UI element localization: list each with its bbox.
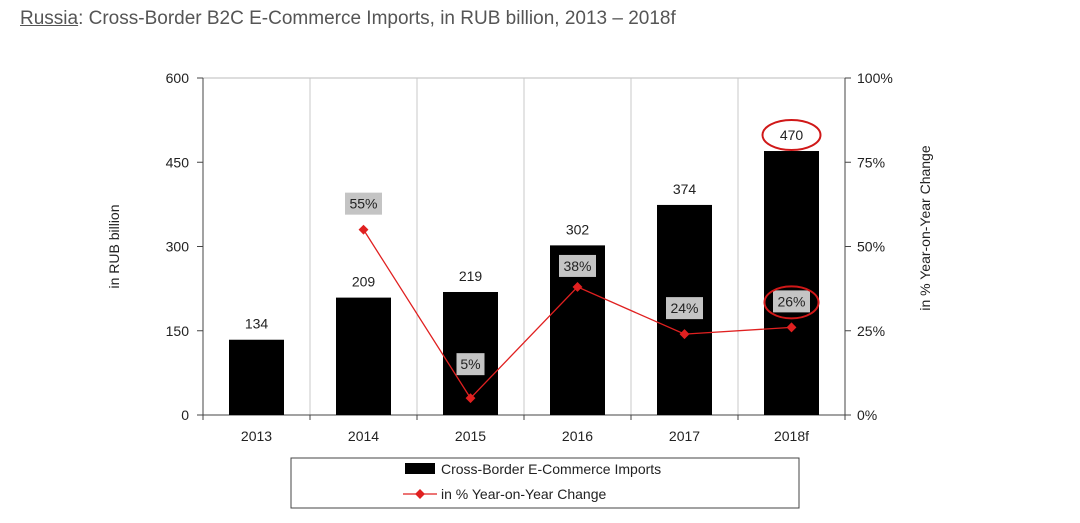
x-tick-label: 2016 <box>562 428 593 444</box>
yoy-marker <box>358 224 369 235</box>
yoy-marker <box>786 322 797 333</box>
x-tick-label: 2014 <box>348 428 379 444</box>
highlight-circle <box>761 119 822 152</box>
chart-title: Russia: Cross-Border B2C E-Commerce Impo… <box>20 8 676 30</box>
title-text: : Cross-Border B2C E-Commerce Imports, i… <box>78 8 676 29</box>
bar <box>764 151 819 415</box>
legend-label-bar: Cross-Border E-Commerce Imports <box>441 461 661 477</box>
y-axis-title-left: in RUB billion <box>106 204 122 288</box>
legend-swatch-bar <box>405 463 435 474</box>
bar-value-label: 134 <box>245 316 269 332</box>
yoy-marker <box>679 329 690 340</box>
pct-label-box <box>773 290 810 313</box>
bar <box>336 297 391 415</box>
pct-label-box <box>666 297 703 320</box>
x-tick-label: 2018f <box>774 428 809 444</box>
pct-label: 24% <box>670 300 698 316</box>
bar-value-label: 302 <box>566 221 590 237</box>
y-tick-label-left: 450 <box>166 154 190 170</box>
y-tick-label-left: 0 <box>181 407 189 423</box>
y-tick-label-left: 600 <box>166 70 190 86</box>
yoy-marker <box>572 281 583 292</box>
y-tick-label-right: 25% <box>857 323 885 339</box>
title-country: Russia <box>20 8 79 29</box>
y-tick-label-left: 150 <box>166 323 190 339</box>
highlight-circle <box>763 285 820 320</box>
y-tick-label-right: 0% <box>857 407 877 423</box>
bar-value-label: 470 <box>780 127 804 143</box>
y-tick-label-right: 75% <box>857 154 885 170</box>
bar-value-label: 219 <box>459 268 483 284</box>
bar <box>229 339 284 415</box>
bar-value-label: 209 <box>352 274 376 290</box>
bar-value-label: 374 <box>673 181 697 197</box>
pct-label-box <box>456 353 485 376</box>
y-tick-label-right: 50% <box>857 239 885 255</box>
yoy-marker <box>465 393 476 404</box>
pct-label-box <box>345 192 382 215</box>
pct-label: 38% <box>563 258 591 274</box>
y-tick-label-left: 300 <box>166 239 190 255</box>
pct-label: 5% <box>460 356 480 372</box>
legend-label-line: in % Year-on-Year Change <box>441 486 606 502</box>
legend-swatch-marker <box>415 489 425 499</box>
pct-label: 26% <box>777 293 805 309</box>
x-tick-label: 2013 <box>241 428 272 444</box>
y-axis-title-right: in % Year-on-Year Change <box>917 145 933 310</box>
x-tick-label: 2015 <box>455 428 486 444</box>
x-tick-label: 2017 <box>669 428 700 444</box>
legend-box <box>290 457 800 509</box>
pct-label-box <box>559 254 596 277</box>
y-tick-label-right: 100% <box>857 70 893 86</box>
pct-label: 55% <box>349 196 377 212</box>
